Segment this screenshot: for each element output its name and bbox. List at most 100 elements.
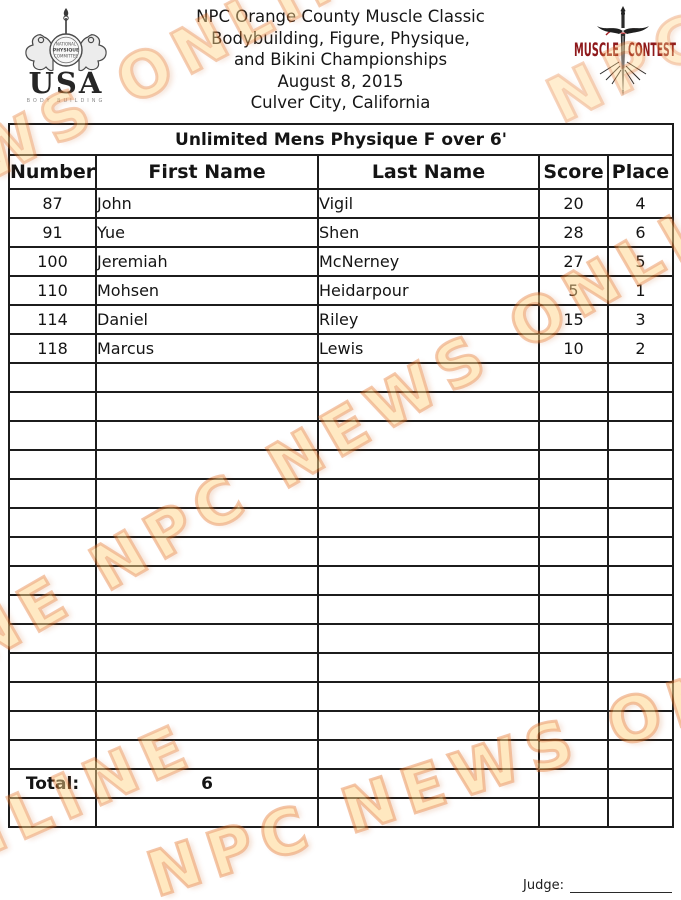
empty-row <box>8 652 674 683</box>
cell-first-name <box>95 710 319 741</box>
cell-first-name <box>95 362 319 393</box>
empty-row <box>8 797 674 828</box>
cell-last-name: Heidarpour <box>317 275 540 306</box>
torch-icon <box>63 8 69 34</box>
cell-number: 87 <box>8 188 97 219</box>
empty-row <box>8 710 674 741</box>
cell-score <box>538 362 609 393</box>
cell-place <box>607 739 674 770</box>
empty-row <box>8 623 674 654</box>
cell-last-name <box>317 652 540 683</box>
cell-last-name <box>317 362 540 393</box>
cell-last-name <box>317 565 540 596</box>
cell-place: 4 <box>607 188 674 219</box>
cell-place <box>607 449 674 480</box>
cell-last-name <box>317 739 540 770</box>
col-header-score: Score <box>538 154 609 190</box>
cell-score: 10 <box>538 333 609 364</box>
cell-number <box>8 710 97 741</box>
cell-number <box>8 536 97 567</box>
cell-last-name <box>317 449 540 480</box>
npc-usa-logo: NATIONAL PHYSIQUE COMMITTEE USA BODY BUI… <box>25 8 107 104</box>
cell-place <box>607 420 674 451</box>
competitor-row: 87 John Vigil 20 4 <box>8 188 674 219</box>
class-title: Unlimited Mens Physique F over 6' <box>8 123 674 156</box>
medal-inner-ring <box>52 36 80 64</box>
empty-row <box>8 739 674 770</box>
col-header-last-name: Last Name <box>317 154 540 190</box>
dagger-icon <box>597 6 649 96</box>
cell-place: 5 <box>607 246 674 277</box>
event-line-2: Bodybuilding, Figure, Physique, <box>211 28 470 48</box>
usa-subtitle: BODY BUILDING <box>27 98 106 104</box>
cell-first-name <box>95 449 319 480</box>
musclecontest-logo: MUSCLE CONTEST <box>574 6 676 96</box>
total-row: Total: 6 <box>8 768 674 799</box>
cell-score: 15 <box>538 304 609 335</box>
cell-score <box>538 710 609 741</box>
empty-row <box>8 362 674 393</box>
cell-first-name: Jeremiah <box>95 246 319 277</box>
cell-score <box>538 420 609 451</box>
competitor-row: 118 Marcus Lewis 10 2 <box>8 333 674 364</box>
cell-score: 28 <box>538 217 609 248</box>
cell-number <box>8 478 97 509</box>
column-header-row: Number First Name Last Name Score Place <box>8 154 674 190</box>
cell-first-name <box>95 536 319 567</box>
judge-label: Judge: <box>523 878 564 893</box>
cell-place <box>607 710 674 741</box>
results-tbody: 87 John Vigil 20 4 91 Yue Shen 28 6 100 Jeremiah McN… <box>8 188 674 828</box>
cell-number <box>8 449 97 480</box>
cell-last-name: Vigil <box>317 188 540 219</box>
empty-row <box>8 507 674 538</box>
cell-score <box>538 507 609 538</box>
cell-last-name: McNerney <box>317 246 540 277</box>
cell-place <box>607 362 674 393</box>
cell-first-name <box>95 565 319 596</box>
cell-last-name <box>317 536 540 567</box>
cell-first-name <box>95 478 319 509</box>
cell-score <box>538 623 609 654</box>
event-date: August 8, 2015 <box>277 71 404 91</box>
empty-row <box>8 478 674 509</box>
col-header-first-name: First Name <box>95 154 319 190</box>
cell-first-name: Daniel <box>95 304 319 335</box>
cell-first-name: John <box>95 188 319 219</box>
cell-first-name <box>95 420 319 451</box>
empty-row <box>8 449 674 480</box>
cell-place <box>607 797 674 828</box>
cell-place <box>607 623 674 654</box>
col-header-place: Place <box>607 154 674 190</box>
cell-number: 110 <box>8 275 97 306</box>
cell-place: 6 <box>607 217 674 248</box>
cell-last-name: Lewis <box>317 333 540 364</box>
cell-last-name <box>317 681 540 712</box>
cell-score <box>538 565 609 596</box>
musclecontest-word-right: CONTEST <box>628 39 676 61</box>
event-line-1: NPC Orange County Muscle Classic <box>196 7 485 26</box>
cell-last-name <box>317 507 540 538</box>
judge-signature-row: Judge: <box>523 878 672 893</box>
cell-number <box>8 507 97 538</box>
cell-place: 2 <box>607 333 674 364</box>
cell-last-name <box>317 710 540 741</box>
medal-text-mid: PHYSIQUE <box>53 48 79 54</box>
usa-wordmark: USA <box>29 66 104 100</box>
cell-last-name <box>317 797 540 828</box>
cell-place <box>607 507 674 538</box>
cell-first-name: 6 <box>95 768 319 799</box>
cell-number: 118 <box>8 333 97 364</box>
cell-first-name <box>95 594 319 625</box>
cell-first-name <box>95 797 319 828</box>
bodybuilder-figures <box>25 34 107 72</box>
cell-place <box>607 681 674 712</box>
cell-number: 114 <box>8 304 97 335</box>
competitor-row: 91 Yue Shen 28 6 <box>8 217 674 248</box>
cell-place <box>607 768 674 799</box>
cell-score: 5 <box>538 275 609 306</box>
empty-row <box>8 681 674 712</box>
empty-row <box>8 420 674 451</box>
cell-score <box>538 478 609 509</box>
cell-number <box>8 594 97 625</box>
